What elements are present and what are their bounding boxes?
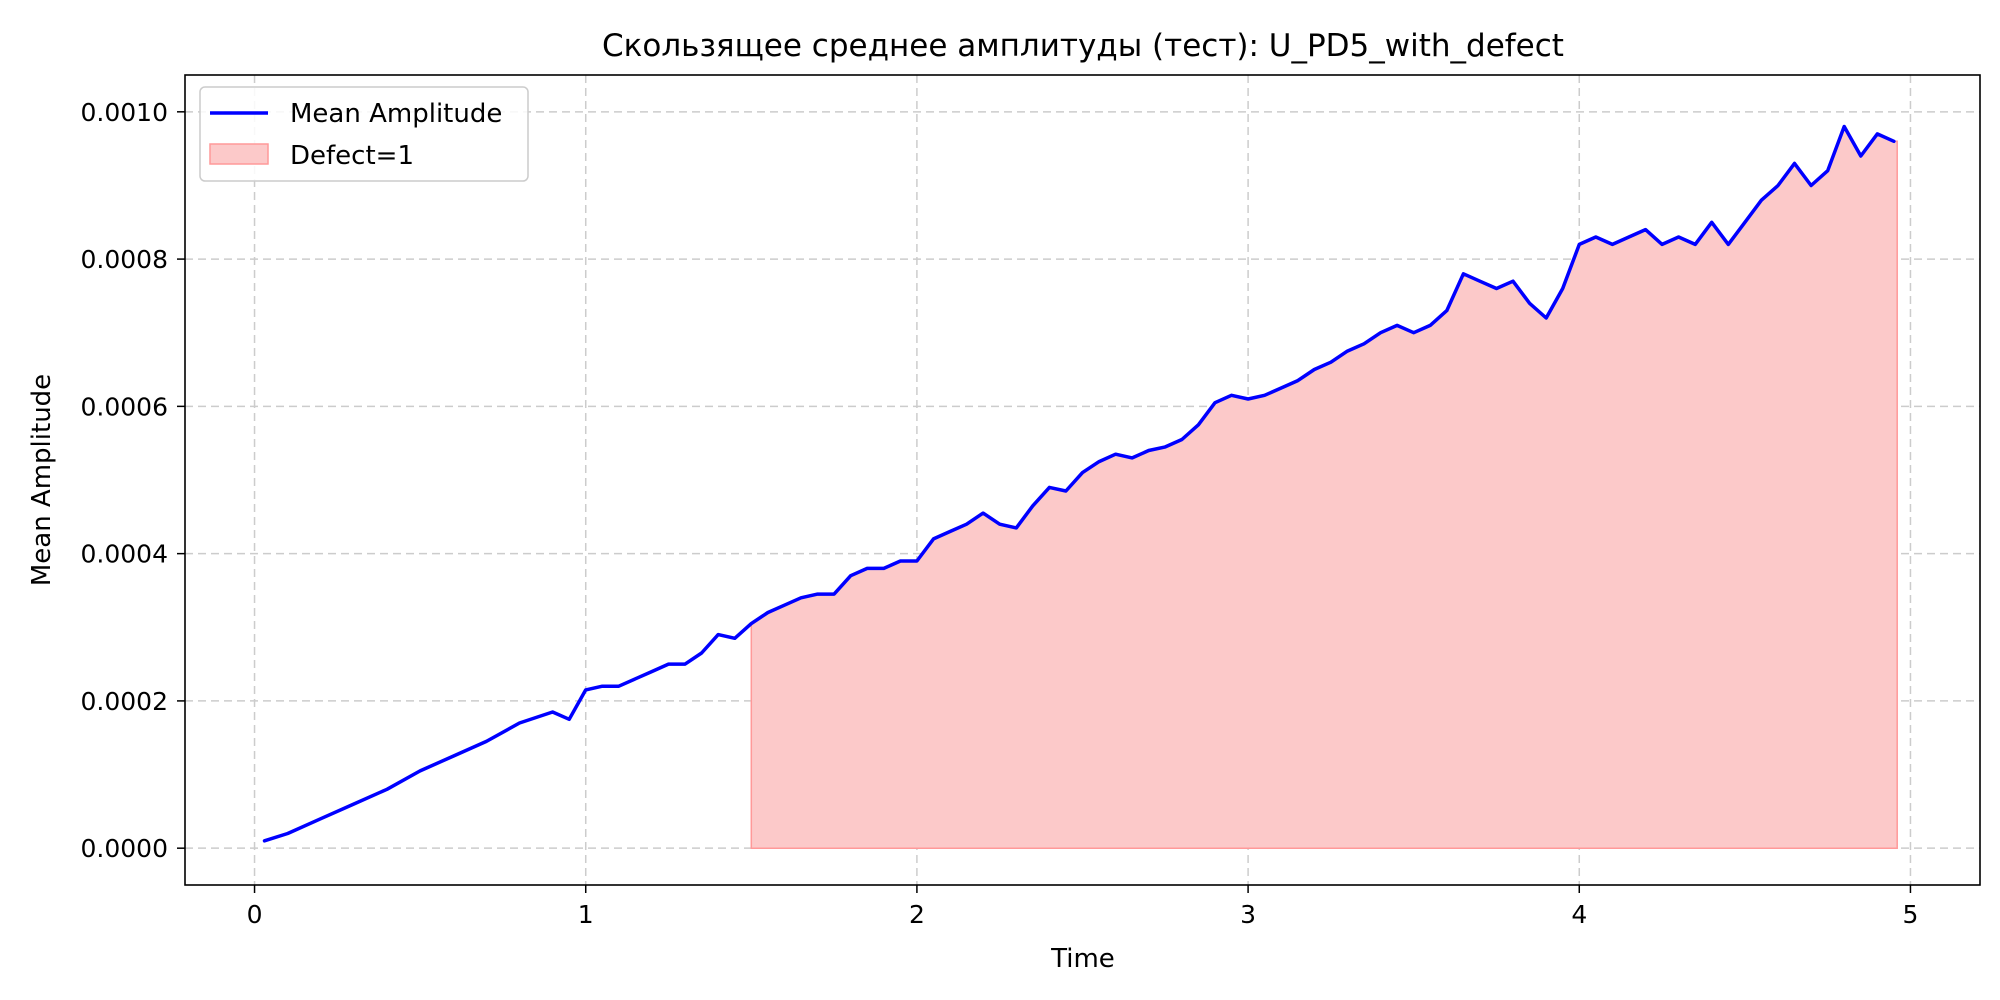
y-tick-label: 0.0002 [81, 687, 168, 716]
mean-amplitude-series [262, 124, 1896, 843]
x-tick-label: 5 [1902, 900, 1918, 929]
x-axis-ticks: 0 1 2 3 4 5 [247, 885, 1918, 929]
legend-label-mean-amplitude: Mean Amplitude [290, 99, 502, 129]
chart-title: Скользящее среднее амплитуды (тест): U_P… [602, 28, 1564, 64]
x-tick-label: 4 [1571, 900, 1587, 929]
legend-area-swatch [209, 143, 269, 165]
legend-label-defect: Defect=1 [290, 141, 414, 171]
y-tick-label: 0.0000 [81, 834, 168, 863]
y-tick-label: 0.0008 [81, 245, 168, 274]
y-tick-label: 0.0010 [81, 98, 168, 127]
x-tick-label: 0 [247, 900, 263, 929]
y-axis-ticks: 0.0000 0.0002 0.0004 0.0006 0.0008 0.0010 [81, 98, 185, 863]
legend: Mean Amplitude Defect=1 [199, 86, 529, 182]
y-tick-label: 0.0004 [81, 540, 168, 569]
plot-frame [184, 74, 1981, 886]
y-axis-label: Mean Amplitude [27, 374, 57, 586]
mean-amplitude-line [262, 124, 1896, 843]
legend-box [199, 86, 529, 182]
x-tick-label: 1 [578, 900, 594, 929]
y-tick-label: 0.0006 [81, 392, 168, 421]
x-axis-label: Time [1050, 944, 1115, 974]
x-tick-label: 3 [1240, 900, 1256, 929]
x-tick-label: 2 [909, 900, 925, 929]
